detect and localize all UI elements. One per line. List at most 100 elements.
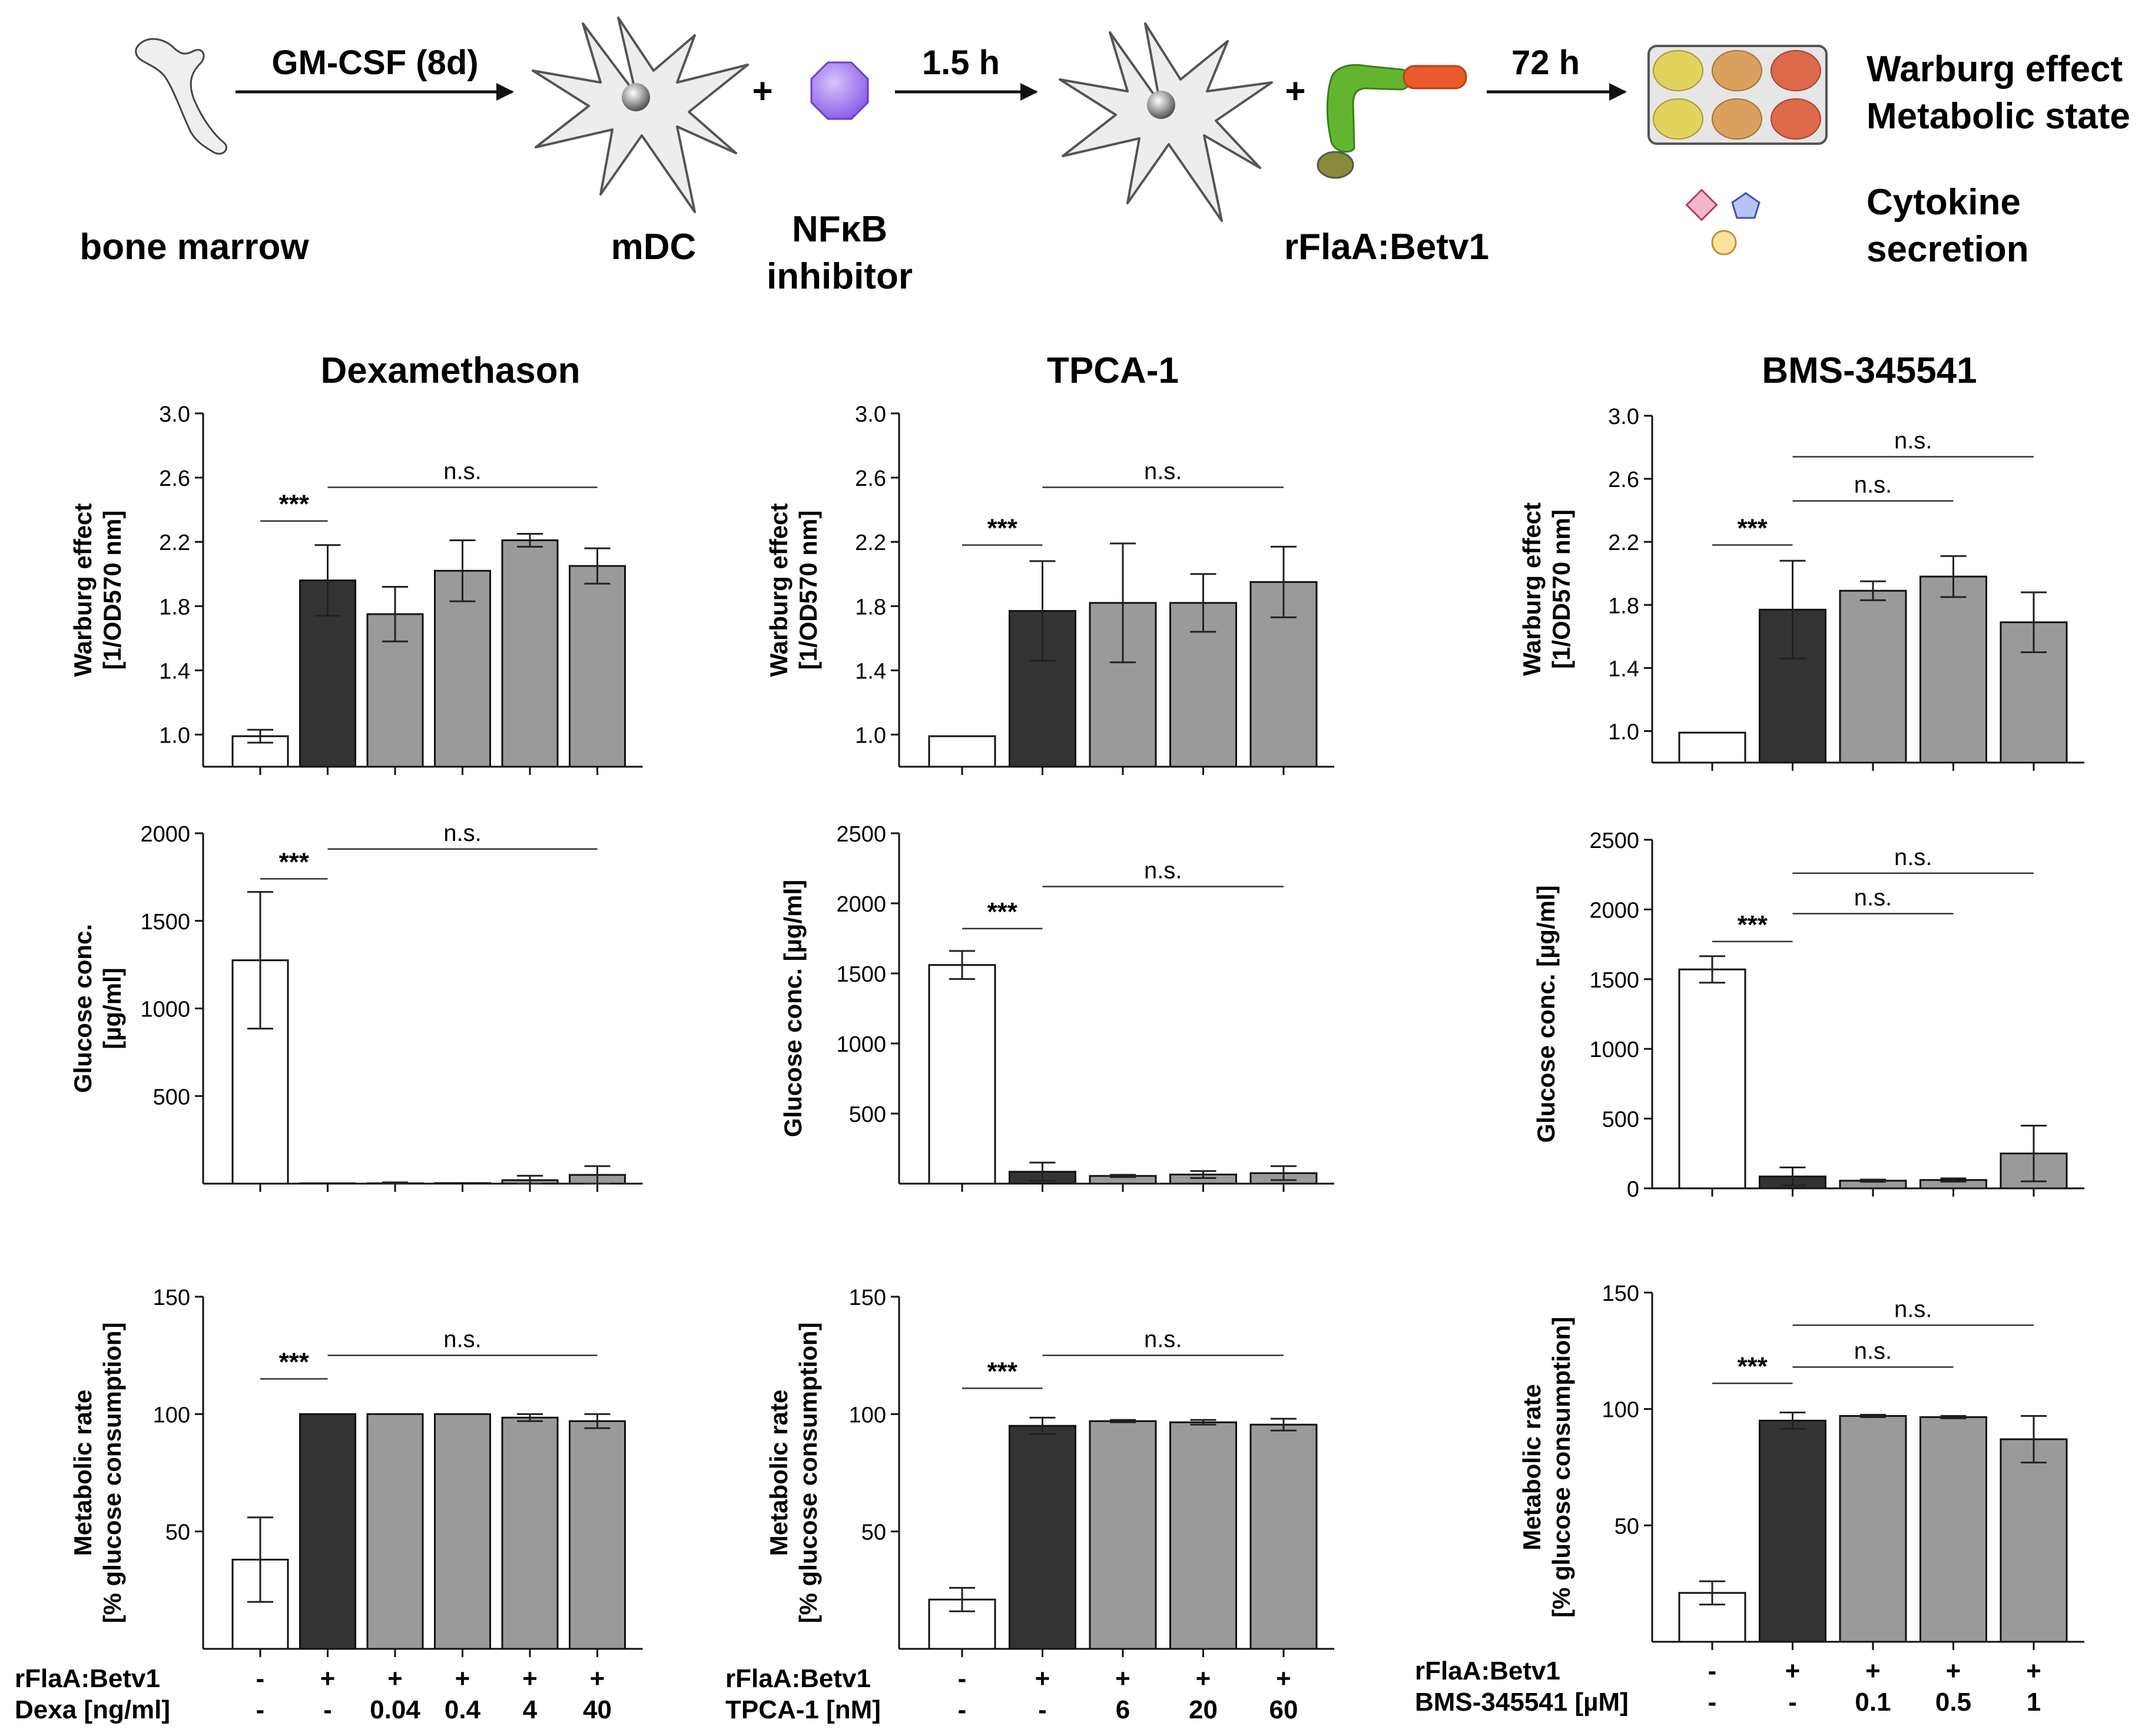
- y-tick-label: 1.8: [159, 595, 190, 619]
- dendritic-cell-icon-2: [1059, 22, 1273, 222]
- y-axis-label-line: Glucose conc. [µg/ml]: [779, 880, 807, 1137]
- y-tick-label: 1.4: [159, 659, 190, 684]
- significance-label: ***: [1738, 1352, 1768, 1381]
- significance-label: n.s.: [1854, 1339, 1892, 1364]
- bar: [1678, 731, 1746, 764]
- y-tick-label: 3.0: [855, 402, 886, 427]
- significance-label: n.s.: [1854, 885, 1892, 911]
- bar: [434, 569, 491, 768]
- row-label-dose: Dexa [ng/ml]: [15, 1695, 170, 1724]
- bar: [501, 1416, 559, 1650]
- bar: [928, 735, 996, 768]
- chart-6: 50 100 150 Metabolic rate[% glucose consump…: [69, 1286, 643, 1657]
- y-tick-label: 1.8: [1608, 594, 1639, 618]
- bar: [1759, 1419, 1826, 1643]
- y-tick-label: 500: [153, 1085, 190, 1109]
- y-axis-label-line: [1/OD570 nm]: [98, 511, 126, 670]
- y-tick-label: 2500: [836, 822, 886, 847]
- condition-rflaa-value: -: [958, 1664, 967, 1693]
- significance-label: n.s.: [1894, 428, 1932, 454]
- condition-rflaa-value: +: [522, 1664, 538, 1693]
- condition-rflaa-value: +: [1196, 1664, 1211, 1693]
- y-axis-label-line: [% glucose consumption]: [794, 1322, 822, 1623]
- significance-label: n.s.: [1144, 1327, 1182, 1353]
- condition-table-dexa: rFlaA:Betv1 Dexa [ng/ml]: [15, 1664, 170, 1724]
- significance-label: n.s.: [1894, 1296, 1932, 1322]
- row-label-dose: BMS-345541 [µM]: [1415, 1688, 1629, 1717]
- y-axis-label: Warburg effect[1/OD570 nm]: [765, 503, 822, 677]
- bar: [928, 964, 996, 1185]
- significance-label: n.s.: [1854, 472, 1892, 498]
- y-tick-label: 2000: [836, 892, 886, 917]
- y-tick-label: 1.4: [855, 659, 886, 684]
- bar: [434, 1182, 491, 1185]
- condition-dose-value: 6: [1116, 1695, 1130, 1724]
- condition-rflaa-value: +: [1115, 1664, 1130, 1693]
- significance-label: n.s.: [1894, 844, 1932, 870]
- bar: [569, 565, 626, 768]
- condition-dose-value: 0.5: [1935, 1688, 1971, 1717]
- y-tick-label: 2000: [1589, 898, 1639, 923]
- significance-label: ***: [1738, 910, 1768, 939]
- rflaa-label: rFlaA:Betv1: [1284, 227, 1489, 267]
- significance-label: n.s.: [443, 1327, 481, 1353]
- bar: [1839, 589, 1907, 764]
- chart-7: 50 100 150 Metabolic rate[% glucose consump…: [765, 1286, 1334, 1657]
- row-label-rflaa: rFlaA:Betv1: [725, 1664, 871, 1693]
- time-1-5h-label: 1.5 h: [922, 44, 1000, 82]
- bar: [366, 1413, 424, 1650]
- bar: [1919, 1416, 1987, 1643]
- inhibitor-icon: [810, 61, 869, 120]
- bar: [1919, 575, 1987, 764]
- y-tick-label: 1000: [140, 998, 190, 1022]
- condition-dose-value: 4: [523, 1695, 538, 1724]
- y-tick-label: 1000: [1589, 1038, 1639, 1062]
- y-tick-label: 0: [1627, 1177, 1639, 1202]
- chart-1: 1.0 1.4 1.8 2.2 2.6 3.0 Warburg effect[1/OD570…: [765, 402, 1334, 775]
- condition-table-tpca: rFlaA:Betv1 TPCA-1 [nM]: [725, 1664, 881, 1724]
- condition-dose-value: -: [1038, 1695, 1047, 1724]
- significance-label: n.s.: [443, 820, 481, 846]
- y-tick-label: 500: [1602, 1108, 1639, 1132]
- y-axis-label-line: Warburg effect: [69, 503, 97, 677]
- bar: [1249, 1423, 1318, 1650]
- bar: [1169, 1421, 1237, 1650]
- row-label-dose: TPCA-1 [nM]: [725, 1695, 881, 1724]
- chart-0: 1.0 1.4 1.8 2.2 2.6 3.0 Warburg effect[1/OD570…: [69, 402, 643, 775]
- bar: [2000, 1438, 2068, 1643]
- bar: [434, 1413, 491, 1650]
- significance-label: ***: [279, 847, 310, 876]
- bar: [1089, 1420, 1157, 1650]
- condition-rflaa-value: +: [455, 1664, 470, 1693]
- y-tick-label: 1.0: [1608, 720, 1639, 744]
- bone-marrow-label: bone marrow: [79, 227, 309, 267]
- condition-dose-value: -: [256, 1695, 265, 1724]
- condition-dose-value: -: [1708, 1688, 1717, 1717]
- y-tick-label: 100: [849, 1403, 886, 1427]
- condition-dose-value: -: [958, 1695, 967, 1724]
- y-axis-label-line: [% glucose consumption]: [98, 1322, 126, 1623]
- condition-dose-value: 20: [1189, 1695, 1218, 1724]
- significance-label: n.s.: [443, 458, 481, 484]
- significance-label: n.s.: [1144, 458, 1182, 484]
- y-tick-label: 1500: [1589, 968, 1639, 993]
- output-warburg: Warburg effect: [1866, 49, 2123, 90]
- panel-title-tpca: TPCA-1: [1047, 350, 1179, 391]
- condition-dose-value: 40: [583, 1695, 612, 1724]
- y-tick-label: 1000: [836, 1032, 886, 1057]
- y-tick-label: 100: [1602, 1398, 1639, 1423]
- condition-values-1: - + + + +- -6 20 60: [958, 1664, 1298, 1724]
- bar: [1009, 1424, 1076, 1650]
- well-plate-icon: [1647, 45, 1828, 145]
- y-tick-label: 2.6: [159, 466, 190, 491]
- y-tick-label: 50: [165, 1520, 190, 1545]
- condition-rflaa-value: +: [1785, 1657, 1801, 1685]
- condition-rflaa-value: +: [1865, 1657, 1881, 1685]
- panel-title-bms: BMS-345541: [1762, 350, 1977, 391]
- output-cytokine: Cytokine: [1866, 182, 2021, 223]
- significance-label: ***: [987, 1357, 1018, 1386]
- gmcsf-label: GM-CSF (8d): [271, 44, 478, 82]
- y-tick-label: 150: [153, 1286, 190, 1310]
